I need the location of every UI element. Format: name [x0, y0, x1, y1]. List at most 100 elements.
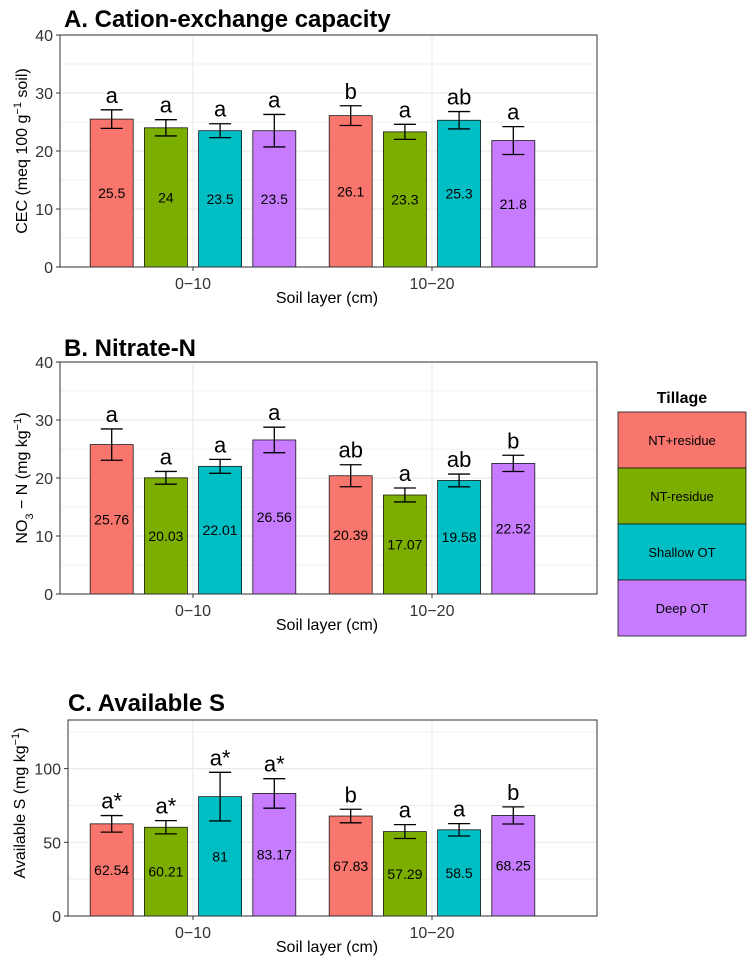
bar-deep-ot [252, 439, 297, 595]
x-tick-label: 10−20 [410, 603, 455, 620]
significance-letter: a [214, 97, 227, 122]
bar-nt-residue [328, 115, 373, 268]
significance-letter: a [399, 97, 412, 122]
bar-nt-residue [143, 826, 188, 917]
legend-label: Deep OT [656, 601, 709, 616]
significance-letter: b [345, 782, 357, 807]
legend-swatch [617, 579, 747, 637]
bar-shallow-ot [437, 119, 482, 268]
bar-value-label: 23.5 [206, 191, 233, 207]
y-tick-label: 10 [35, 202, 53, 219]
bar-value-label: 20.39 [333, 527, 368, 543]
bar-nt-residue [89, 118, 134, 268]
significance-letter: a [399, 461, 412, 486]
bar-deep-ot [491, 140, 536, 268]
x-tick-label: 0−10 [175, 276, 211, 293]
y-tick-label: 20 [35, 471, 53, 488]
bar-value-label: 19.58 [442, 529, 477, 545]
y-tick-label: 10 [35, 529, 53, 546]
y-tick-label: 20 [35, 144, 53, 161]
panel-c-title: C. Available S [68, 690, 225, 717]
panel-a: A. Cation-exchange capacity CEC (meq 100… [12, 6, 598, 307]
bar-value-label: 25.3 [445, 186, 472, 202]
x-tick-label: 0−10 [175, 603, 211, 620]
panel-c-y-axis-title: Available S (mg kg−1) [10, 728, 29, 879]
legend-swatch [617, 523, 747, 581]
significance-letter: a [160, 93, 173, 118]
bar-shallow-ot [437, 480, 482, 595]
bar-value-label: 21.8 [500, 196, 527, 212]
bar-shallow-ot [198, 130, 243, 268]
legend: Tillage NT+residue NT-residue Shallow OT De… [617, 390, 747, 637]
legend-swatch [617, 467, 747, 525]
bar-value-label: 25.5 [98, 185, 125, 201]
bar-value-label: 57.29 [387, 866, 422, 882]
panel-a-x-axis-title: Soil layer (cm) [276, 290, 378, 307]
y-tick-label: 50 [43, 835, 61, 852]
bar-shallow-ot [437, 829, 482, 917]
bar-value-label: 67.83 [333, 858, 368, 874]
significance-letter: a* [210, 745, 231, 770]
legend-label: NT-residue [650, 489, 714, 504]
bar-value-label: 60.21 [148, 864, 183, 880]
bar-value-label: 20.03 [148, 528, 183, 544]
significance-letter: a [160, 444, 173, 469]
y-tick-label: 40 [35, 28, 53, 45]
bar-nt-residue [382, 494, 427, 595]
legend-title: Tillage [657, 390, 707, 407]
bar-value-label: 26.56 [257, 509, 292, 525]
y-tick-label: 40 [35, 355, 53, 372]
bar-value-label: 17.07 [387, 536, 422, 552]
panel-b-x-axis-title: Soil layer (cm) [276, 617, 378, 634]
significance-letter: a [106, 402, 119, 427]
y-tick-label: 30 [35, 413, 53, 430]
bar-value-label: 24 [158, 189, 174, 205]
significance-letter: a [214, 432, 227, 457]
y-tick-label: 30 [35, 86, 53, 103]
panel-c-x-axis-title: Soil layer (cm) [276, 939, 378, 956]
bar-value-label: 81 [212, 848, 228, 864]
panel-a-plot: 0 10 20 30 40 0−10 10−20 25.5 a 26.1 b 24 a 23.3 a 23.5… [35, 28, 598, 293]
significance-letter: b [507, 780, 519, 805]
x-tick-label: 10−20 [410, 276, 455, 293]
panel-a-title: A. Cation-exchange capacity [64, 6, 391, 33]
legend-label: Shallow OT [648, 545, 715, 560]
significance-letter: ab [338, 438, 362, 463]
y-tick-label: 100 [34, 762, 61, 779]
significance-letter: a* [101, 789, 122, 814]
significance-letter: a [268, 400, 281, 425]
significance-letter: a* [264, 752, 285, 777]
panel-b-title: B. Nitrate-N [64, 335, 196, 362]
bar-shallow-ot [198, 465, 243, 595]
bar-deep-ot [252, 130, 297, 268]
bar-deep-ot [491, 815, 536, 917]
significance-letter: ab [447, 447, 471, 472]
bar-value-label: 23.5 [261, 191, 288, 207]
bar-nt-residue [382, 831, 427, 917]
bar-value-label: 62.54 [94, 862, 129, 878]
significance-letter: a [507, 100, 520, 125]
panel-c: C. Available S Available S (mg kg−1) Soi… [10, 690, 598, 956]
panel-a-border [59, 34, 598, 268]
bar-value-label: 68.25 [496, 858, 531, 874]
bar-nt-residue [328, 475, 373, 595]
bar-deep-ot [491, 462, 536, 595]
bar-value-label: 23.3 [391, 191, 418, 207]
legend-label: NT+residue [648, 433, 716, 448]
significance-letter: a [106, 83, 119, 108]
panel-b-border [59, 361, 598, 595]
significance-letter: a [453, 797, 466, 822]
y-tick-label: 0 [44, 260, 53, 277]
panel-a-y-axis-title: CEC (meq 100 g−1 soil) [12, 68, 31, 234]
bar-nt-residue [328, 815, 373, 917]
y-tick-label: 0 [52, 909, 61, 926]
x-tick-label: 10−20 [410, 925, 455, 942]
panel-b: B. Nitrate-N NO3 − N (mg kg−1) Soil laye… [12, 335, 598, 634]
significance-letter: b [507, 428, 519, 453]
bar-nt-residue [89, 444, 134, 595]
significance-letter: a [399, 798, 412, 823]
panel-c-plot: 0 50 100 0−10 10−20 62.54 a* 67.83 b 60.21 a* 57.29… [34, 719, 598, 942]
panel-b-y-axis-title: NO3 − N (mg kg−1) [12, 412, 36, 543]
